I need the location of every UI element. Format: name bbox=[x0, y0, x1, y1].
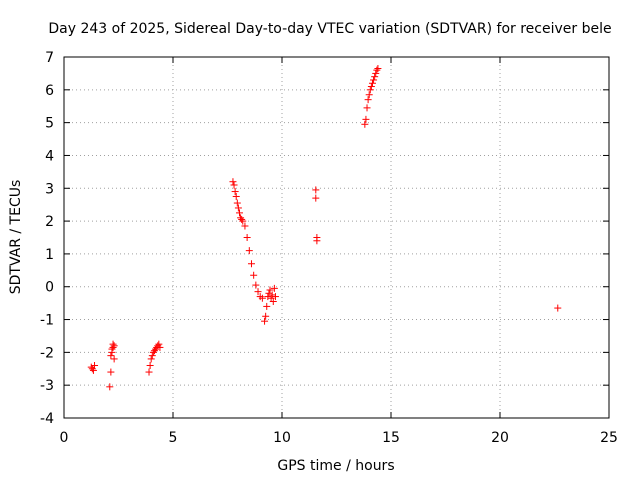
data-point bbox=[145, 368, 153, 376]
data-point bbox=[270, 284, 278, 292]
data-point bbox=[365, 91, 373, 99]
x-tick-label: 0 bbox=[60, 430, 69, 446]
grid-lines bbox=[64, 57, 609, 418]
data-point bbox=[238, 215, 246, 223]
data-point bbox=[265, 289, 273, 297]
data-point bbox=[262, 312, 270, 320]
data-point bbox=[155, 340, 163, 348]
data-point bbox=[110, 355, 118, 363]
data-point bbox=[368, 79, 376, 87]
data-point bbox=[234, 204, 242, 212]
data-point bbox=[239, 217, 247, 225]
data-point bbox=[261, 317, 269, 325]
data-point bbox=[109, 340, 117, 348]
data-point bbox=[312, 186, 320, 194]
data-point bbox=[252, 281, 260, 289]
data-point bbox=[366, 86, 374, 94]
y-tick-label: 1 bbox=[45, 247, 54, 263]
data-point bbox=[258, 294, 266, 302]
data-point bbox=[147, 355, 155, 363]
tick-labels: 0 5 10 15 20 25 -4 -3 -2 -1 0 1 2 3 4 5 6 7 bbox=[40, 50, 618, 446]
data-point bbox=[230, 181, 238, 189]
data-point bbox=[269, 297, 277, 305]
data-point bbox=[264, 293, 272, 301]
y-axis-title: SDTVAR / TECUs bbox=[8, 180, 24, 295]
x-tick-label: 5 bbox=[169, 430, 178, 446]
data-point bbox=[268, 291, 276, 299]
data-point bbox=[245, 247, 253, 255]
data-point bbox=[372, 69, 380, 77]
y-tick-label: -2 bbox=[40, 345, 54, 361]
y-tick-label: -3 bbox=[40, 378, 54, 394]
data-point bbox=[254, 288, 262, 296]
data-point bbox=[156, 343, 164, 351]
data-point bbox=[374, 64, 382, 72]
data-point bbox=[364, 96, 372, 104]
y-tick-label: -1 bbox=[40, 313, 54, 329]
data-point bbox=[373, 66, 381, 74]
chart-title: Day 243 of 2025, Sidereal Day-to-day VTE… bbox=[48, 21, 611, 37]
x-tick-label: 25 bbox=[600, 430, 618, 446]
data-point bbox=[106, 383, 114, 391]
data-point bbox=[367, 83, 375, 91]
axis-ticks bbox=[63, 56, 610, 419]
data-point bbox=[370, 76, 378, 84]
data-point bbox=[91, 361, 99, 369]
data-point bbox=[107, 352, 115, 360]
data-point bbox=[361, 120, 369, 128]
data-point bbox=[554, 304, 562, 312]
y-tick-label: 6 bbox=[45, 83, 54, 99]
data-point bbox=[371, 73, 379, 81]
data-point bbox=[313, 237, 321, 245]
data-point bbox=[263, 302, 271, 310]
y-tick-label: 3 bbox=[45, 181, 54, 197]
x-tick-label: 15 bbox=[382, 430, 400, 446]
data-point bbox=[148, 352, 156, 360]
x-tick-label: 20 bbox=[491, 430, 509, 446]
data-point bbox=[235, 209, 243, 217]
data-point bbox=[250, 271, 258, 279]
y-tick-label: 2 bbox=[45, 214, 54, 230]
y-tick-label: 5 bbox=[45, 116, 54, 132]
data-point bbox=[243, 234, 251, 241]
data-point bbox=[363, 104, 371, 112]
data-point bbox=[232, 192, 240, 200]
data-point bbox=[231, 188, 239, 196]
data-points bbox=[87, 64, 562, 391]
data-point bbox=[229, 178, 237, 186]
y-tick-label: 4 bbox=[45, 148, 54, 164]
x-axis-title: GPS time / hours bbox=[277, 458, 394, 474]
y-tick-label: -4 bbox=[40, 411, 54, 427]
data-point bbox=[89, 366, 97, 374]
data-point bbox=[241, 222, 249, 230]
data-point bbox=[312, 194, 320, 202]
data-point bbox=[107, 368, 115, 376]
data-point bbox=[271, 293, 279, 301]
data-point bbox=[110, 342, 118, 350]
y-tick-label: 0 bbox=[45, 280, 54, 296]
data-point bbox=[247, 260, 255, 268]
x-tick-label: 10 bbox=[273, 430, 291, 446]
data-point bbox=[146, 361, 154, 369]
plot-frame bbox=[63, 56, 610, 419]
y-tick-label: 7 bbox=[45, 50, 54, 66]
data-point bbox=[233, 199, 241, 207]
data-point bbox=[266, 286, 274, 294]
data-point bbox=[362, 115, 370, 123]
